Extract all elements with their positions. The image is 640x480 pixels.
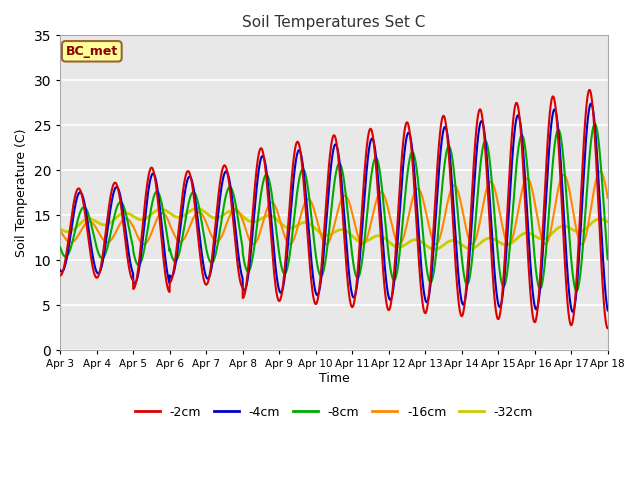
-2cm — [56, 273, 64, 278]
-4cm — [387, 296, 395, 301]
-2cm — [552, 105, 559, 111]
-8cm — [387, 270, 395, 276]
-16cm — [173, 237, 181, 243]
-32cm — [604, 219, 612, 225]
-2cm — [604, 325, 611, 331]
-2cm — [586, 87, 593, 93]
-8cm — [209, 259, 217, 264]
-32cm — [388, 241, 396, 247]
-32cm — [552, 227, 560, 232]
-4cm — [587, 101, 595, 107]
-2cm — [173, 238, 181, 243]
-8cm — [591, 121, 598, 127]
-2cm — [387, 299, 395, 305]
-4cm — [397, 193, 404, 199]
-16cm — [596, 168, 604, 174]
-8cm — [604, 255, 611, 261]
Line: -16cm: -16cm — [60, 171, 608, 244]
Title: Soil Temperatures Set C: Soil Temperatures Set C — [243, 15, 426, 30]
-4cm — [569, 309, 577, 314]
Line: -4cm: -4cm — [60, 104, 608, 312]
-32cm — [431, 247, 438, 252]
Line: -32cm: -32cm — [60, 208, 608, 250]
-16cm — [387, 219, 395, 225]
-16cm — [56, 228, 64, 234]
-2cm — [209, 245, 217, 251]
-32cm — [604, 219, 611, 225]
Text: BC_met: BC_met — [66, 45, 118, 58]
-16cm — [604, 195, 612, 201]
Line: -2cm: -2cm — [60, 90, 608, 328]
-4cm — [173, 248, 181, 254]
-8cm — [397, 239, 404, 245]
-16cm — [578, 241, 586, 247]
X-axis label: Time: Time — [319, 372, 349, 385]
-32cm — [173, 214, 181, 220]
-32cm — [193, 205, 201, 211]
Line: -8cm: -8cm — [60, 124, 608, 291]
Y-axis label: Soil Temperature (C): Soil Temperature (C) — [15, 129, 28, 257]
-32cm — [397, 244, 404, 250]
-32cm — [209, 215, 217, 220]
-8cm — [552, 135, 559, 141]
-8cm — [573, 288, 580, 294]
-16cm — [552, 200, 559, 206]
-8cm — [56, 244, 64, 250]
-32cm — [56, 226, 64, 232]
-16cm — [397, 240, 404, 246]
-4cm — [604, 308, 612, 313]
-4cm — [56, 267, 64, 273]
-8cm — [604, 256, 612, 262]
-2cm — [604, 325, 612, 331]
-4cm — [552, 108, 559, 114]
-4cm — [604, 307, 611, 312]
-16cm — [604, 194, 611, 200]
-8cm — [173, 255, 181, 261]
-4cm — [209, 255, 217, 261]
-16cm — [209, 236, 217, 241]
-2cm — [397, 168, 404, 174]
Legend: -2cm, -4cm, -8cm, -16cm, -32cm: -2cm, -4cm, -8cm, -16cm, -32cm — [130, 401, 538, 424]
